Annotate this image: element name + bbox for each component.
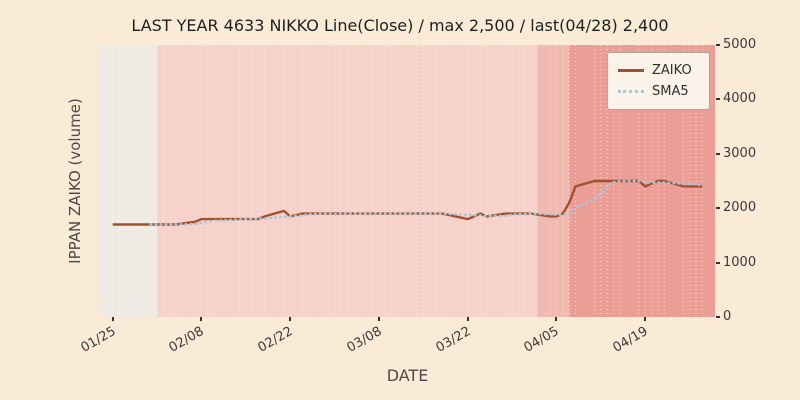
x-axis-label: DATE xyxy=(386,366,429,385)
x-tick-label: 03/08 xyxy=(344,324,385,356)
x-tick-mark xyxy=(200,317,203,321)
background-band xyxy=(537,45,570,317)
x-tick-label: 02/08 xyxy=(166,324,207,356)
legend-label-sma5: SMA5 xyxy=(652,84,689,99)
sma5-line xyxy=(149,179,704,226)
x-tick-mark xyxy=(644,317,647,321)
y-tick-label: 3000 xyxy=(723,145,757,161)
y-tick-mark xyxy=(716,98,720,101)
y-tick-label: 1000 xyxy=(723,254,757,270)
x-tick-label: 01/25 xyxy=(78,324,119,356)
y-axis-label: IPPAN ZAIKO (volume) xyxy=(66,98,84,264)
y-tick-mark xyxy=(716,152,720,155)
x-tick-mark xyxy=(377,317,380,321)
y-tick-mark xyxy=(716,44,720,46)
x-tick-label: 04/19 xyxy=(610,324,651,356)
y-tick-mark xyxy=(716,261,720,264)
y-tick-label: 2000 xyxy=(723,200,757,216)
x-tick-label: 02/22 xyxy=(255,324,296,356)
legend-entry-zaiko: ZAIKO xyxy=(618,60,699,81)
chart-title: LAST YEAR 4633 NIKKO Line(Close) / max 2… xyxy=(131,16,669,35)
y-tick-label: 4000 xyxy=(723,91,757,107)
y-tick-label: 5000 xyxy=(723,37,757,52)
legend-entry-sma5: SMA5 xyxy=(618,81,699,102)
x-tick-mark xyxy=(555,317,558,321)
background-band xyxy=(100,45,158,317)
zaiko-line xyxy=(112,179,703,226)
x-tick-mark xyxy=(111,317,114,321)
x-tick-label: 03/22 xyxy=(433,324,474,356)
x-tick-mark xyxy=(289,317,292,321)
legend: ZAIKO SMA5 xyxy=(607,52,710,110)
y-tick-mark xyxy=(716,316,720,318)
zaiko-line-sample xyxy=(618,69,644,72)
y-tick-mark xyxy=(716,207,720,210)
sma5-line-sample xyxy=(618,90,644,93)
legend-label-zaiko: ZAIKO xyxy=(652,63,692,78)
y-tick-label: 0 xyxy=(723,309,732,324)
x-tick-label: 04/05 xyxy=(522,324,562,356)
x-tick-mark xyxy=(466,317,469,321)
